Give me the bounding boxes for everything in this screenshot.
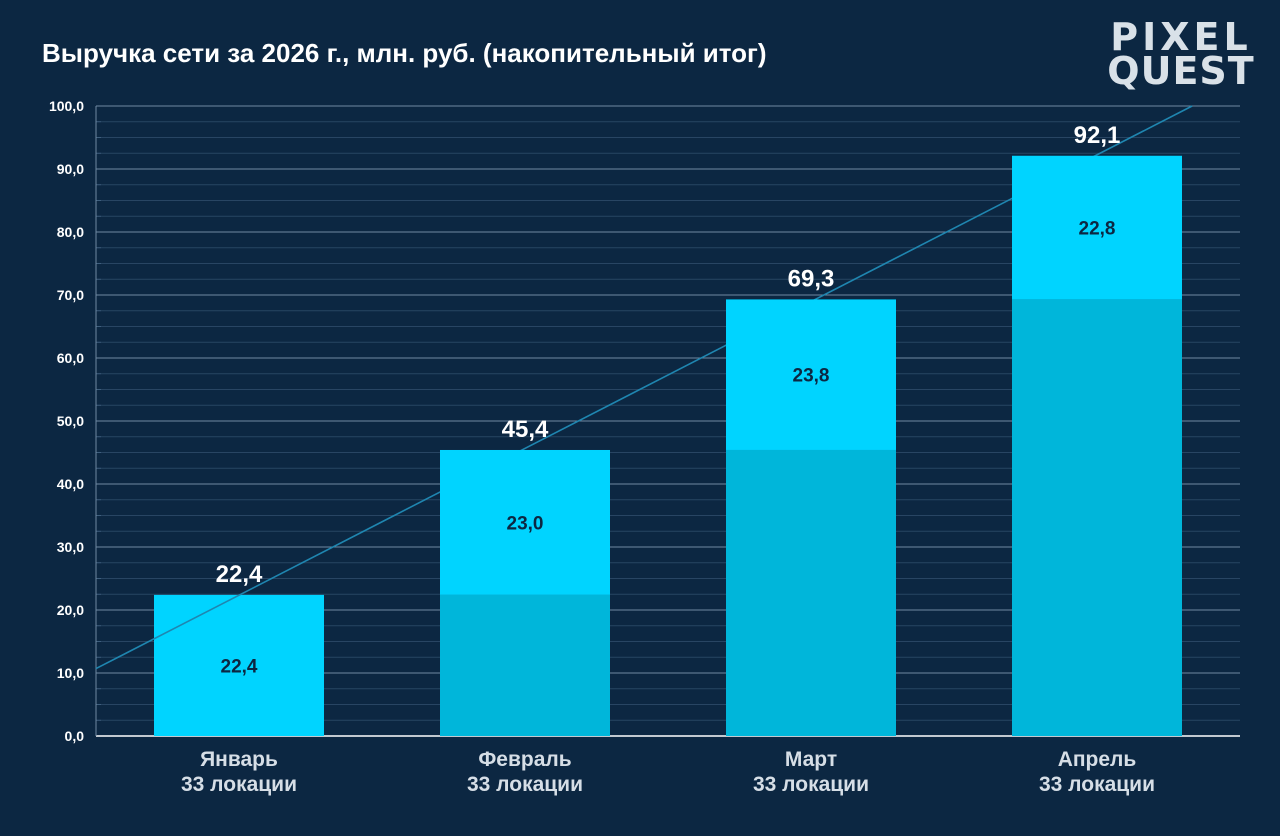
x-category-label: Март bbox=[785, 748, 837, 771]
bar-increment-segment bbox=[440, 449, 610, 595]
y-tick-label: 50,0 bbox=[57, 413, 84, 429]
x-category-label: Февраль bbox=[478, 748, 571, 771]
segment-value-label: 22,8 bbox=[1079, 219, 1116, 240]
x-category-sublabel: 33 локации bbox=[1039, 773, 1155, 796]
total-value-label: 22,4 bbox=[216, 561, 263, 588]
pixel-quest-logo: PIXEL QUEST bbox=[1106, 15, 1256, 93]
bar-base-segment bbox=[726, 449, 896, 736]
bar-base-segment bbox=[1012, 299, 1182, 736]
total-value-label: 45,4 bbox=[502, 416, 549, 443]
y-tick-label: 70,0 bbox=[57, 287, 84, 303]
x-category-sublabel: 33 локации bbox=[753, 773, 869, 796]
bar-base-segment bbox=[440, 594, 610, 736]
y-tick-label: 40,0 bbox=[57, 476, 84, 492]
x-category-label: Апрель bbox=[1058, 748, 1137, 771]
y-tick-label: 20,0 bbox=[57, 602, 84, 618]
y-tick-label: 10,0 bbox=[57, 665, 84, 681]
y-tick-label: 0,0 bbox=[65, 728, 85, 744]
x-category-sublabel: 33 локации bbox=[181, 773, 297, 796]
segment-value-label: 22,4 bbox=[221, 656, 258, 677]
y-tick-label: 30,0 bbox=[57, 539, 84, 555]
x-category-sublabel: 33 локации bbox=[467, 773, 583, 796]
x-category-label: Январь bbox=[200, 748, 278, 771]
chart-title: Выручка сети за 2026 г., млн. руб. (нако… bbox=[42, 38, 767, 68]
total-value-label: 92,1 bbox=[1074, 122, 1121, 149]
y-tick-label: 80,0 bbox=[57, 224, 84, 240]
segment-value-label: 23,8 bbox=[793, 366, 830, 387]
trend-line bbox=[95, 105, 1193, 670]
logo-line-1: PIXEL bbox=[1110, 15, 1252, 59]
logo-line-2: QUEST bbox=[1107, 49, 1255, 93]
bar-increment-segment bbox=[1012, 155, 1182, 300]
y-tick-label: 60,0 bbox=[57, 350, 84, 366]
segment-value-label: 23,0 bbox=[507, 513, 544, 534]
y-tick-label: 100,0 bbox=[49, 98, 84, 114]
bar-increment-segment bbox=[726, 299, 896, 450]
total-value-label: 69,3 bbox=[788, 265, 835, 292]
bar-increment-segment bbox=[154, 594, 324, 736]
y-tick-label: 90,0 bbox=[57, 161, 84, 177]
